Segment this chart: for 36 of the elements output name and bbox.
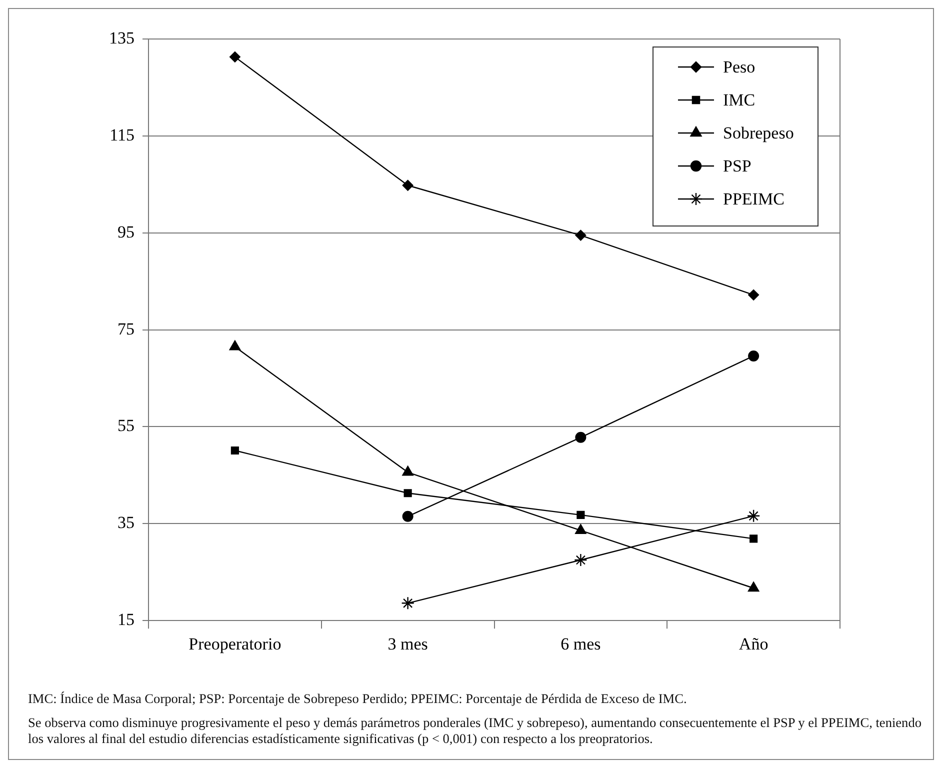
x-tick-label: Año bbox=[738, 634, 768, 654]
point bbox=[402, 180, 414, 191]
point bbox=[575, 230, 586, 241]
point bbox=[404, 489, 412, 498]
point bbox=[746, 509, 760, 523]
x-tick-label: 3 mes bbox=[388, 634, 428, 654]
text: Se observa como disminuye progresivamente el peso y demás parámetros ponderales (IMC y sobrepeso), aumentando consecuentemente el PSP y el PPEIMC, teniendo los valores al final del estudio diferencias estadísticamente significativas (p < 0,001) con respecto a los preopratorios. bbox=[28, 715, 923, 747]
point bbox=[230, 446, 239, 455]
legend-label: Peso bbox=[723, 57, 756, 76]
y-tick-label: 115 bbox=[110, 125, 134, 144]
legend-label: PPEIMC bbox=[723, 189, 784, 208]
point bbox=[229, 51, 240, 62]
point bbox=[576, 510, 585, 519]
y-tick-label: 35 bbox=[118, 513, 134, 532]
point bbox=[402, 510, 414, 522]
point bbox=[575, 432, 586, 443]
point bbox=[401, 596, 414, 610]
legend-label: Sobrepeso bbox=[723, 123, 794, 142]
point bbox=[402, 466, 414, 476]
y-tick-label: 75 bbox=[118, 319, 134, 338]
x-tick-label: 6 mes bbox=[560, 634, 601, 654]
point bbox=[229, 340, 241, 350]
y-tick-label: 15 bbox=[118, 610, 134, 630]
point bbox=[748, 350, 760, 362]
point bbox=[748, 289, 760, 300]
legend-label: IMC bbox=[723, 90, 756, 110]
point bbox=[574, 553, 588, 567]
x-tick-label: Preoperatorio bbox=[188, 634, 282, 654]
legend-label: PSP bbox=[723, 156, 752, 176]
point bbox=[748, 582, 760, 592]
y-tick-label: 95 bbox=[118, 222, 134, 242]
point bbox=[750, 534, 758, 543]
point bbox=[574, 524, 586, 534]
text: IMC: Índice de Masa Corporal; PSP: Porcentaje de Sobrepeso Perdido; PPEIMC: Porcentaje de Pérdida de Exceso de IMC. bbox=[28, 691, 688, 707]
y-tick-label: 135 bbox=[109, 28, 134, 48]
y-tick-label: 55 bbox=[118, 416, 134, 436]
